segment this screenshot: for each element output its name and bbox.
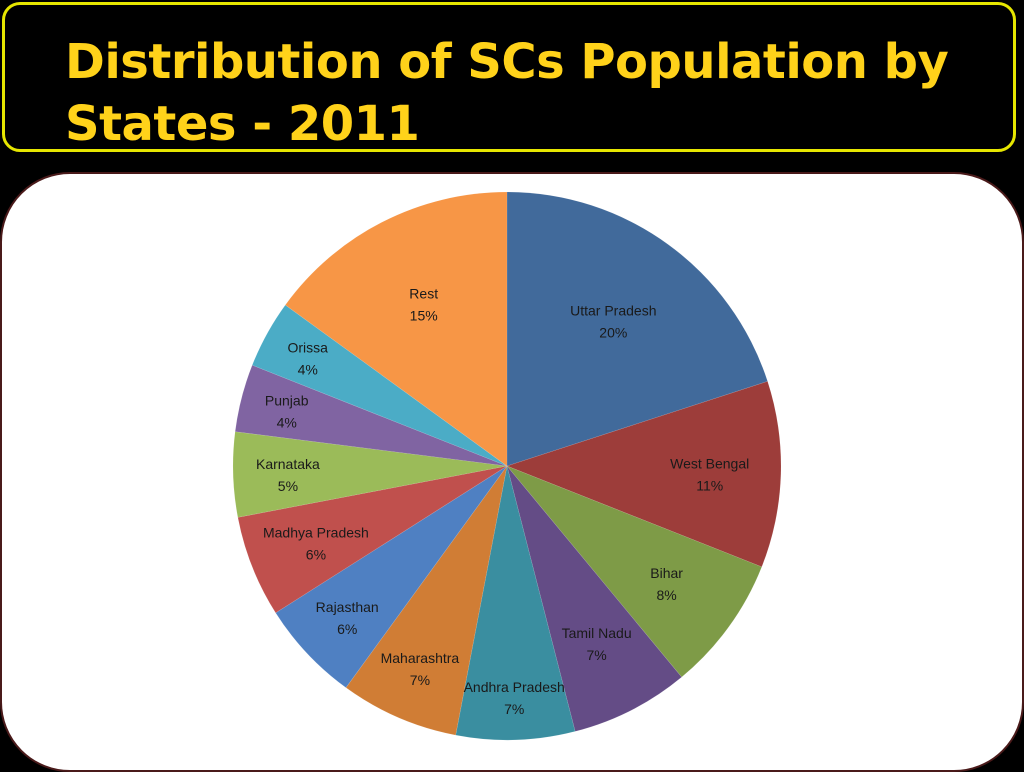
slice-label-percent: 15% — [410, 307, 438, 323]
slice-label-tamil-nadu: Tamil Nadu 7% — [562, 625, 632, 663]
pie-slice-punjab — [234, 364, 508, 467]
slice-label-west-bengal: West Bengal 11% — [670, 455, 749, 493]
slice-label-name: Rest — [409, 285, 438, 301]
slice-label-karnataka: Karnataka 5% — [256, 456, 320, 494]
slice-label-name: Bihar — [650, 565, 683, 581]
slice-label-percent: 4% — [298, 361, 318, 377]
slice-label-name: Orissa — [287, 339, 328, 355]
title-banner: Distribution of SCs Population by States… — [2, 2, 1016, 152]
pie-slice-madhya-pradesh — [237, 465, 508, 614]
slice-label-rajasthan: Rajasthan 6% — [316, 599, 379, 637]
pie-slice-orissa — [251, 304, 508, 467]
slice-label-percent: 5% — [278, 478, 298, 494]
slice-label-percent: 7% — [410, 672, 430, 688]
slice-label-percent: 6% — [306, 547, 326, 563]
slice-label-name: West Bengal — [670, 455, 749, 471]
pie-slice-rajasthan — [275, 465, 508, 689]
slice-label-name: Tamil Nadu — [562, 625, 632, 641]
slice-label-name: Madhya Pradesh — [263, 525, 369, 541]
slice-label-maharashtra: Maharashtra 7% — [381, 650, 460, 688]
slice-label-percent: 11% — [696, 477, 723, 493]
pie-slice-karnataka — [232, 431, 508, 518]
slice-label-percent: 8% — [656, 587, 676, 603]
slice-label-percent: 7% — [586, 647, 606, 663]
pie-slice-andhra-pradesh — [455, 465, 576, 741]
slice-label-percent: 4% — [277, 414, 297, 430]
slice-label-madhya-pradesh: Madhya Pradesh 6% — [263, 525, 369, 563]
slice-label-punjab: Punjab 4% — [265, 392, 309, 430]
slice-label-percent: 6% — [337, 621, 357, 637]
pie-slice-tamil-nadu — [506, 465, 683, 732]
pie-slice-bihar — [506, 465, 763, 678]
slice-label-uttar-pradesh: Uttar Pradesh 20% — [570, 303, 656, 341]
page-title: Distribution of SCs Population by States… — [65, 34, 949, 152]
pie-slice-west-bengal — [506, 380, 782, 568]
slice-label-orissa: Orissa 4% — [287, 339, 328, 377]
slice-label-percent: 7% — [504, 701, 524, 717]
pie-slice-maharashtra — [345, 465, 508, 736]
slice-label-name: Rajasthan — [316, 599, 379, 615]
slice-label-percent: 20% — [599, 325, 627, 341]
slice-label-name: Punjab — [265, 392, 309, 408]
slice-label-andhra-pradesh: Andhra Pradesh 7% — [464, 679, 565, 717]
slice-label-bihar: Bihar 8% — [650, 565, 683, 603]
slice-label-name: Andhra Pradesh — [464, 679, 565, 695]
pie-slice-uttar-pradesh — [506, 191, 768, 467]
pie-slice-rest — [284, 191, 508, 467]
slice-label-name: Maharashtra — [381, 650, 460, 666]
slice-label-rest: Rest 15% — [409, 285, 438, 323]
slice-label-name: Uttar Pradesh — [570, 303, 656, 319]
slice-label-name: Karnataka — [256, 456, 320, 472]
